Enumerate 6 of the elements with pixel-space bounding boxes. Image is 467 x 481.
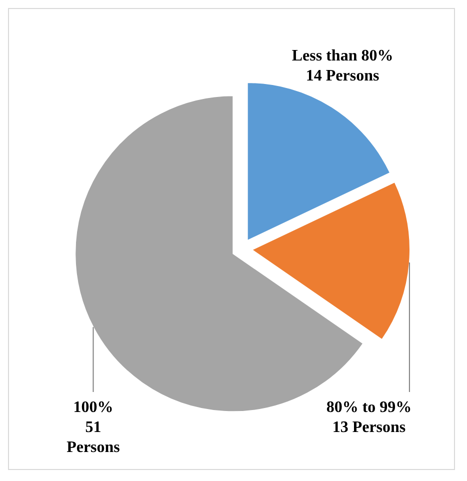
data-label: 13 Persons	[332, 419, 406, 436]
data-label: 51 Persons	[66, 419, 120, 456]
slice-label: 100%	[73, 399, 114, 416]
slice-label: Less than 80%	[292, 47, 394, 64]
slice-label: 80% to 99%	[326, 399, 412, 416]
data-label: 14 Persons	[306, 67, 380, 84]
